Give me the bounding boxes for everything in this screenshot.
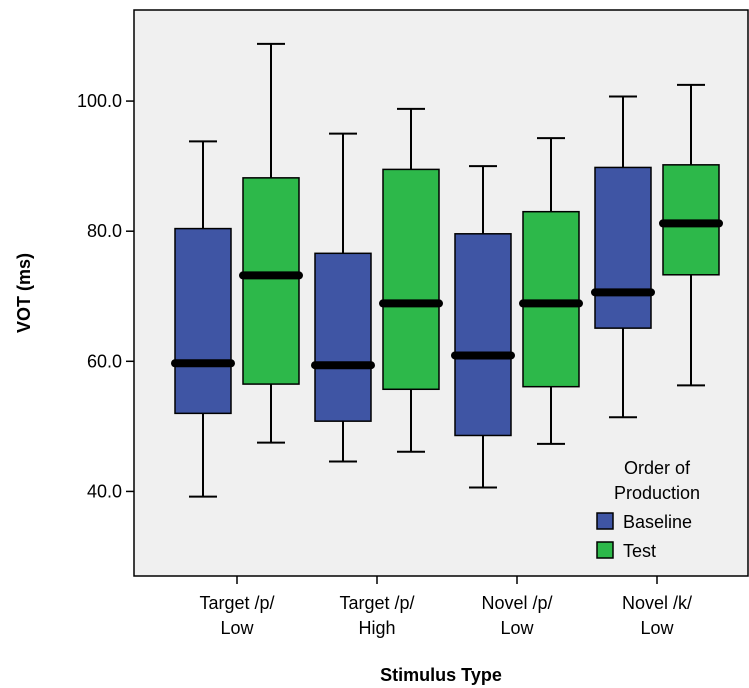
x-tick-label-0-line1: Target /p/ [199,593,274,613]
legend-label-baseline: Baseline [623,512,692,532]
legend-label-test: Test [623,541,656,561]
x-tick-label-1-line1: Target /p/ [339,593,414,613]
box-baseline-2-iqr [454,233,512,437]
legend-swatch-test [596,541,614,559]
y-tick-label-1: 60.0 [87,351,122,371]
box-baseline-3-iqr [594,166,652,329]
legend-swatch-baseline [596,512,614,530]
x-tick-label-3-line1: Novel /k/ [622,593,692,613]
box-test-2-iqr [522,210,580,388]
x-tick-label-3-line2: Low [640,618,674,638]
y-tick-label-3: 100.0 [77,91,122,111]
x-tick-label-1-line2: High [358,618,395,638]
x-axis: Target /p/Low Target /p/High Novel /p/Low N… [199,576,692,638]
x-axis-title: Stimulus Type [380,665,502,685]
x-tick-label-0-line2: Low [220,618,254,638]
legend: Order of Production Baseline Test [596,458,700,561]
box-test-1-iqr [382,168,440,391]
legend-title-line2: Production [614,483,700,503]
y-axis: 40.0 60.0 80.0 100.0 [77,91,134,501]
y-tick-label-2: 80.0 [87,221,122,241]
box-baseline-0-iqr [174,227,232,415]
box-baseline-1-iqr [314,252,372,422]
box-test-0-iqr [242,177,300,385]
legend-title-line1: Order of [624,458,691,478]
x-tick-label-2-line1: Novel /p/ [481,593,552,613]
x-tick-label-2-line2: Low [500,618,534,638]
y-tick-label-0: 40.0 [87,481,122,501]
box-group [171,42,723,498]
y-axis-title: VOT (ms) [14,253,34,333]
